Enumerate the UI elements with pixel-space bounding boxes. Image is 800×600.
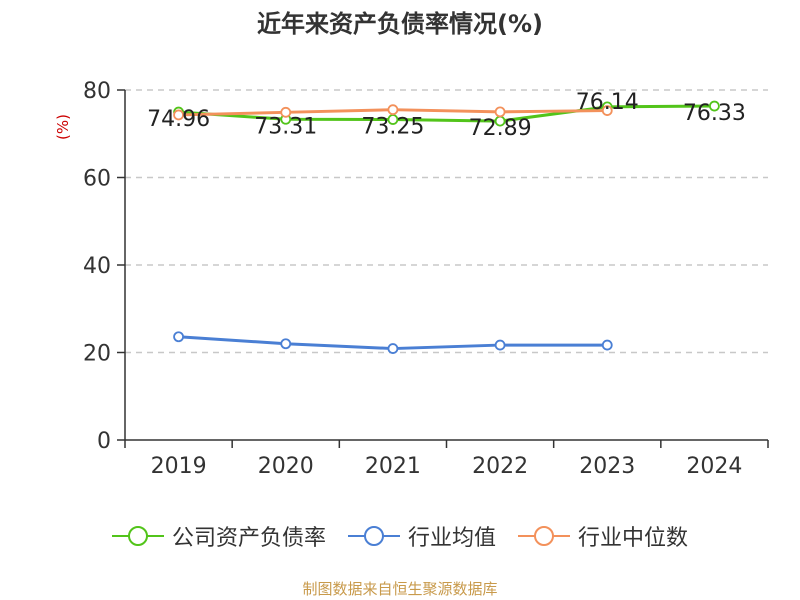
- x-tick-label: 2019: [151, 454, 207, 479]
- legend-item[interactable]: 行业均值: [347, 520, 496, 552]
- data-label: 76.14: [576, 90, 639, 115]
- x-tick-label: 2020: [258, 454, 314, 479]
- legend-swatch: [111, 526, 164, 546]
- x-tick-label: 2024: [686, 454, 742, 479]
- y-tick-label: 40: [83, 254, 111, 279]
- data-point: [494, 106, 506, 118]
- data-point: [173, 331, 184, 343]
- source-note: 制图数据来自恒生聚源数据库: [302, 580, 498, 598]
- chart-title: 近年来资产负债率情况(%): [257, 10, 543, 38]
- y-tick-label: 20: [83, 342, 111, 367]
- legend: 公司资产负债率 行业均值 行业中位数: [0, 518, 800, 554]
- series-line-0: [178, 104, 715, 123]
- data-point: [601, 339, 613, 351]
- legend-marker: [534, 526, 554, 546]
- data-label: 76.33: [683, 101, 746, 126]
- legend-label: 行业均值: [407, 526, 496, 551]
- data-point: [709, 100, 720, 112]
- legend-item[interactable]: 公司资产负债率: [111, 520, 326, 552]
- data-point: [387, 104, 399, 116]
- legend-marker: [363, 526, 384, 546]
- data-point: [387, 343, 399, 354]
- legend-swatch: [347, 526, 400, 546]
- x-tick-label: 2023: [579, 454, 635, 479]
- y-tick-label: 60: [83, 167, 111, 192]
- legend-label: 行业中位数: [578, 526, 689, 551]
- data-point: [280, 338, 292, 350]
- data-label: 73.25: [361, 115, 424, 140]
- y-axis-label: (%): [54, 114, 72, 140]
- data-label: 74.96: [147, 107, 210, 132]
- x-tick-label: 2022: [472, 454, 528, 479]
- y-tick-label: 0: [97, 429, 111, 454]
- legend-swatch: [518, 526, 570, 546]
- data-label: 72.89: [469, 116, 532, 141]
- x-tick-label: 2021: [365, 454, 421, 479]
- data-point: [601, 105, 613, 116]
- data-point: [494, 339, 506, 351]
- legend-marker: [127, 526, 148, 546]
- y-tick-label: 80: [83, 79, 111, 104]
- legend-item[interactable]: 行业中位数: [518, 520, 688, 552]
- data-point: [173, 109, 184, 121]
- data-point: [280, 106, 292, 118]
- legend-label: 公司资产负债率: [171, 526, 326, 551]
- data-label: 73.31: [254, 114, 317, 139]
